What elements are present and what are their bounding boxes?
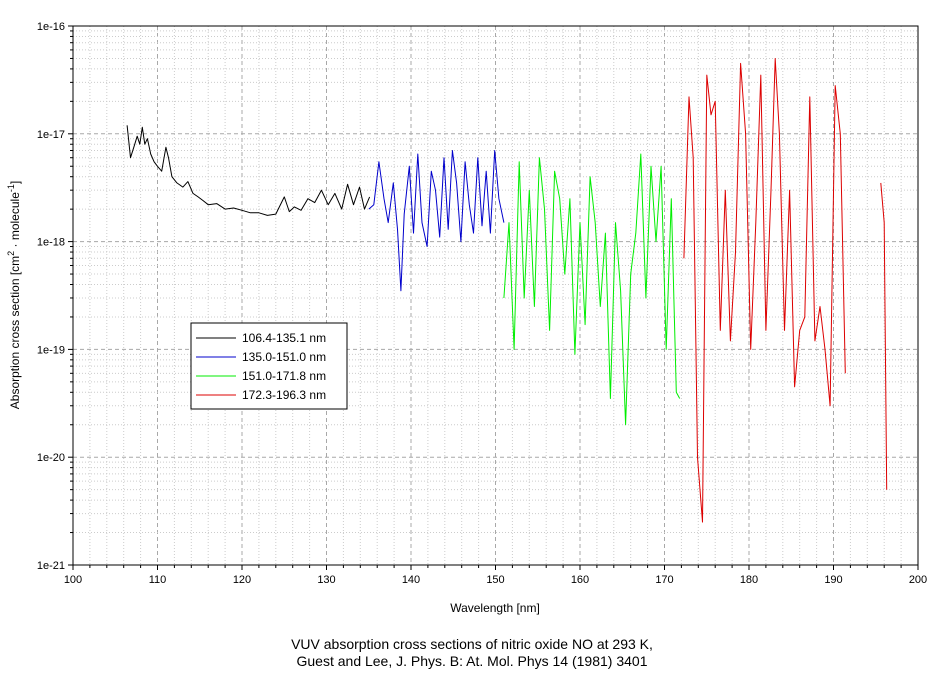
caption-line-2: Guest and Lee, J. Phys. B: At. Mol. Phys…: [296, 653, 648, 669]
y-axis-title-end: ]: [8, 181, 22, 184]
x-tick-label: 170: [655, 574, 673, 586]
legend-label-1: 106.4-135.1 nm: [242, 331, 326, 345]
legend-label-3: 151.0-171.8 nm: [242, 369, 326, 383]
axis-ticks: 100 110 120 130 140 150 160 170 180 190 200 1e-16 1e…: [37, 21, 927, 586]
grid: [73, 26, 918, 565]
legend-label-4: 172.3-196.3 nm: [242, 388, 326, 402]
x-tick-label: 200: [909, 574, 927, 586]
y-tick-label: 1e-18: [37, 237, 65, 249]
legend-label-2: 135.0-151.0 nm: [242, 350, 326, 364]
y-tick-label: 1e-17: [37, 129, 65, 141]
series-line-4: [880, 182, 888, 490]
y-axis-title-main: Absorption cross section [cm: [8, 256, 22, 409]
series-line-3: [503, 153, 681, 426]
y-axis-title-sup2: -1: [6, 184, 16, 192]
series-group: [126, 58, 888, 523]
legend: 106.4-135.1 nm 135.0-151.0 nm 151.0-171.…: [190, 322, 348, 410]
y-tick-label: 1e-20: [37, 452, 65, 464]
x-tick-label: 120: [233, 574, 251, 586]
x-tick-label: 140: [402, 574, 420, 586]
series-line-4: [683, 58, 846, 523]
caption-line-1: VUV absorption cross sections of nitric …: [291, 636, 653, 652]
series-line-2: [368, 150, 505, 292]
x-axis-title: Wavelength [nm]: [450, 601, 540, 615]
chart-caption: VUV absorption cross sections of nitric …: [0, 636, 944, 670]
y-tick-label: 1e-19: [37, 344, 65, 356]
x-tick-label: 190: [824, 574, 842, 586]
y-tick-label: 1e-21: [37, 560, 65, 572]
x-tick-label: 100: [64, 574, 82, 586]
y-axis-title: Absorption cross section [cm2 · molecule…: [6, 181, 22, 409]
y-axis-title-sup1: 2: [6, 251, 16, 256]
series-line-1: [126, 125, 371, 216]
x-tick-label: 160: [571, 574, 589, 586]
x-tick-label: 110: [149, 574, 167, 586]
x-tick-label: 130: [317, 574, 335, 586]
chart: 100 110 120 130 140 150 160 170 180 190 200 1e-16 1e…: [6, 21, 927, 615]
y-axis-title-mid: · molecule: [8, 192, 22, 251]
x-tick-label: 150: [486, 574, 504, 586]
x-tick-label: 180: [740, 574, 758, 586]
y-tick-label: 1e-16: [37, 21, 65, 33]
